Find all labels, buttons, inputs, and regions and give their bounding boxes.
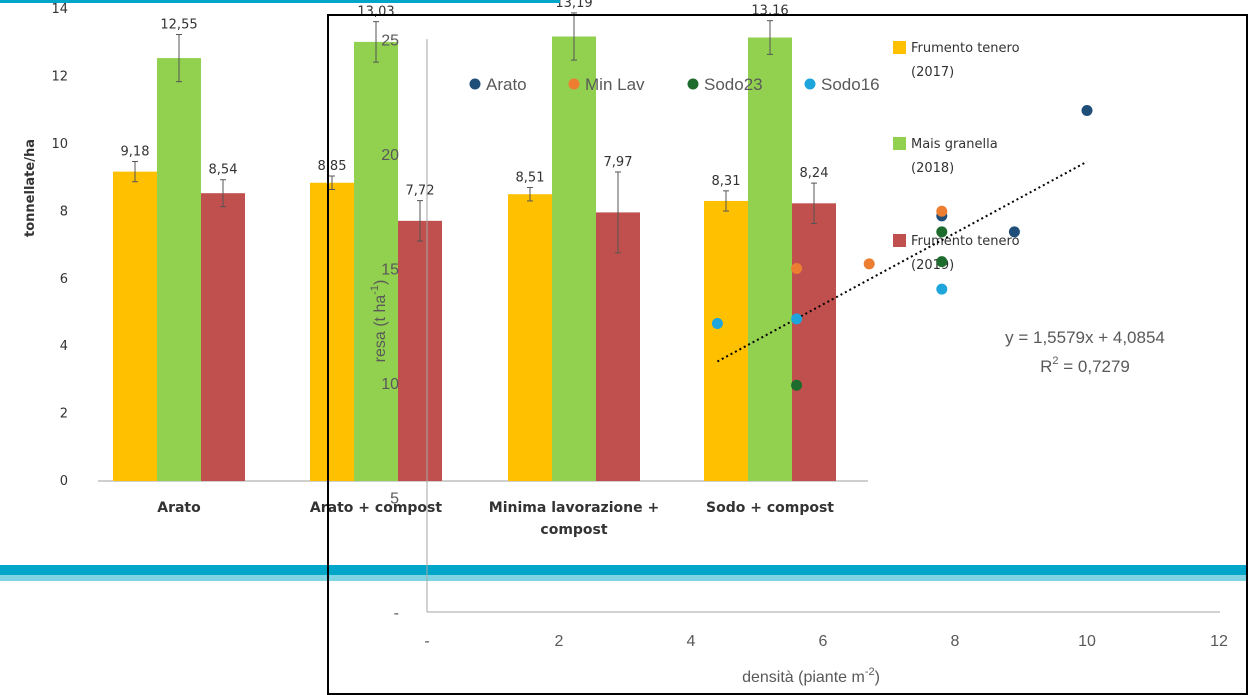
bottom-band bbox=[0, 565, 1248, 575]
scatter-legend-label: Sodo23 bbox=[704, 75, 763, 94]
scatter-y-tick-label: 25 bbox=[381, 33, 399, 50]
bar bbox=[113, 171, 157, 481]
scatter-legend-label: Sodo16 bbox=[821, 75, 880, 94]
trendline bbox=[716, 160, 1088, 363]
bar bbox=[201, 193, 245, 481]
scatter-point bbox=[936, 256, 948, 268]
scatter-y-tick-label: 10 bbox=[381, 376, 399, 393]
scatter-point bbox=[1008, 226, 1020, 238]
bar-legend-label: Mais granella bbox=[911, 137, 998, 152]
bar bbox=[596, 212, 640, 481]
bottom-band-light bbox=[0, 575, 1248, 581]
bar bbox=[704, 200, 748, 481]
scatter-legend-marker bbox=[687, 78, 699, 90]
scatter-y-tick-label: 5 bbox=[390, 491, 399, 508]
scatter-y-tick-label: - bbox=[394, 605, 399, 622]
bar-y-tick-label: 0 bbox=[60, 474, 68, 489]
bar-legend-label: (2018) bbox=[911, 161, 954, 176]
bar-category-label: Minima lavorazione + bbox=[489, 500, 659, 516]
bar bbox=[398, 220, 442, 481]
scatter-legend-marker bbox=[568, 78, 580, 90]
bar-data-label: 12,55 bbox=[160, 17, 197, 32]
top-band bbox=[0, 0, 560, 3]
bar-data-label: 7,97 bbox=[604, 155, 633, 170]
bar-legend-label: Frumento tenero bbox=[911, 234, 1020, 249]
scatter-frame bbox=[327, 14, 1248, 695]
scatter-x-tick-label: 4 bbox=[687, 633, 696, 650]
bar bbox=[508, 194, 552, 481]
bar bbox=[792, 203, 836, 481]
scatter-legend-marker bbox=[469, 78, 481, 90]
scatter-x-tick-label: 6 bbox=[819, 633, 828, 650]
scatter-legend-label: Arato bbox=[486, 75, 527, 94]
bar-data-label: 8,24 bbox=[800, 166, 829, 181]
scatter-y-tick-label: 20 bbox=[381, 147, 399, 164]
scatter-x-tick-label: 2 bbox=[555, 633, 564, 650]
scatter-x-axis-title: densità (piante m-2) bbox=[742, 666, 880, 686]
scatter-point bbox=[791, 263, 803, 274]
scatter-point bbox=[863, 258, 875, 270]
scatter-legend-marker bbox=[804, 78, 816, 90]
bar-y-axis-title: tonnellate/ha bbox=[23, 139, 38, 237]
bar-y-tick-label: 10 bbox=[51, 137, 68, 152]
scatter-x-tick-label: - bbox=[424, 633, 429, 650]
bar-category-label: Arato bbox=[157, 500, 201, 516]
bar-legend-swatch bbox=[893, 234, 906, 247]
bar bbox=[310, 182, 354, 481]
bar bbox=[552, 36, 596, 481]
scatter-x-tick-label: 8 bbox=[951, 633, 960, 650]
bar-y-tick-label: 12 bbox=[51, 70, 68, 85]
bar-y-tick-label: 4 bbox=[60, 339, 68, 354]
bar-legend-label: (2017) bbox=[911, 65, 954, 80]
scatter-point bbox=[936, 205, 948, 217]
scatter-y-tick-label: 15 bbox=[381, 262, 399, 279]
scatter-point bbox=[711, 317, 723, 329]
scatter-x-tick-label: 10 bbox=[1078, 633, 1096, 650]
bar-y-tick-label: 8 bbox=[60, 204, 68, 219]
bar-y-tick-label: 2 bbox=[60, 407, 68, 422]
bar-category-label: Sodo + compost bbox=[706, 500, 834, 516]
bar-y-tick-label: 14 bbox=[51, 2, 68, 17]
bar-category-label: Arato + compost bbox=[310, 500, 442, 516]
bar-data-label: 8,54 bbox=[209, 163, 238, 178]
scatter-chart: - 2 4 6 8 10 12 - 5 10 15 20 25 Arato Min Lav Sodo23 Sod… bbox=[327, 14, 1248, 695]
bar bbox=[354, 41, 398, 481]
scatter-point bbox=[936, 226, 948, 238]
bar-data-label: 8,31 bbox=[712, 174, 741, 189]
bar-data-label: 8,51 bbox=[516, 170, 545, 185]
bar bbox=[157, 58, 201, 481]
scatter-legend-label: Min Lav bbox=[585, 75, 645, 94]
scatter-point bbox=[1081, 104, 1093, 116]
scatter-point bbox=[791, 313, 803, 325]
scatter-point bbox=[936, 283, 948, 295]
scatter-x-tick-label: 12 bbox=[1210, 633, 1228, 650]
bar bbox=[748, 37, 792, 482]
trendline-equation: y = 1,5579x + 4,0854 bbox=[1005, 328, 1165, 347]
bar-data-label: 9,18 bbox=[121, 145, 150, 160]
bar-category-label: compost bbox=[540, 522, 607, 538]
scatter-point bbox=[791, 379, 803, 391]
trendline-r-squared: R2 = 0,7279 bbox=[1040, 355, 1130, 376]
bar-y-tick-label: 6 bbox=[60, 272, 68, 287]
bar-legend-label: Frumento tenero bbox=[911, 41, 1020, 56]
bar-legend-swatch bbox=[893, 137, 906, 150]
scatter-y-axis-title: resa (t ha-1) bbox=[369, 280, 389, 363]
bar-data-label: 13,19 bbox=[555, 0, 592, 11]
bar-legend-swatch bbox=[893, 41, 906, 54]
bar-data-label: 8,85 bbox=[318, 159, 347, 174]
